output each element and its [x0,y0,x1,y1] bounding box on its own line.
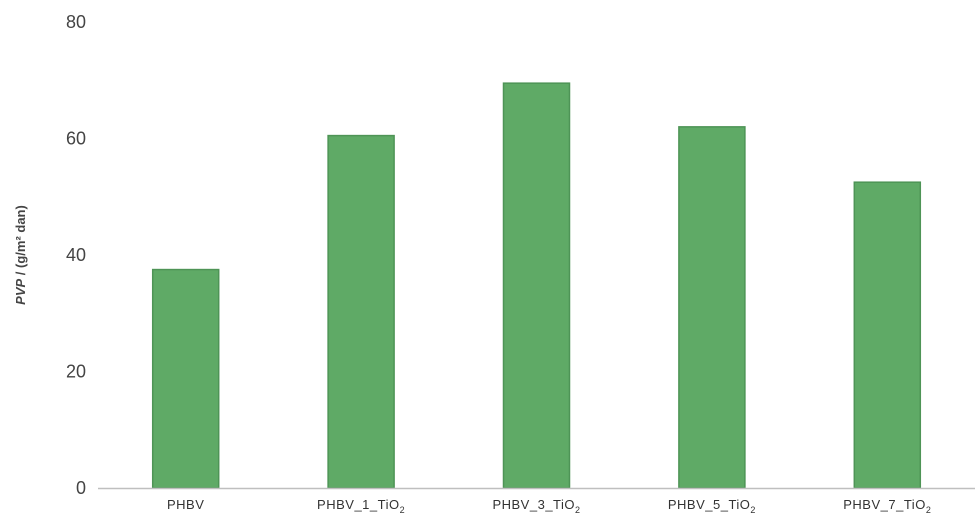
x-tick-label-PHBV_7_TiO2: PHBV_7_TiO2 [843,497,931,515]
bar-PHBV_7_TiO2 [853,181,922,489]
x-tick-label-PHBV: PHBV [167,497,204,512]
bars-group [151,82,922,489]
svg-text:PVP / (g/m² dan): PVP / (g/m² dan) [13,205,28,305]
y-tick-label-40: 40 [66,245,86,265]
y-axis-label: PVP / (g/m² dan) [13,205,28,305]
y-tick-label-20: 20 [66,362,86,382]
y-tick-label-60: 60 [66,129,86,149]
y-axis-ticks: 0 20 40 60 80 [66,12,86,498]
y-axis-label-rest: / (g/m² dan) [13,205,28,279]
bar-PHBV_5_TiO2 [678,126,746,489]
y-tick-label-0: 0 [76,478,86,498]
x-axis-ticks: PHBV PHBV_1_TiO2 PHBV_3_TiO2 PHBV_5_TiO2 PHB… [167,497,931,515]
y-tick-label-80: 80 [66,12,86,32]
bar-PHBV_3_TiO2 [502,82,571,489]
x-tick-label-PHBV_5_TiO2: PHBV_5_TiO2 [668,497,756,515]
x-tick-label-PHBV_1_TiO2: PHBV_1_TiO2 [317,497,405,515]
y-axis-label-italic: PVP [13,279,28,305]
x-tick-label-PHBV_3_TiO2: PHBV_3_TiO2 [492,497,580,515]
bar-PHBV [151,268,220,489]
bar-PHBV_1_TiO2 [327,134,395,489]
